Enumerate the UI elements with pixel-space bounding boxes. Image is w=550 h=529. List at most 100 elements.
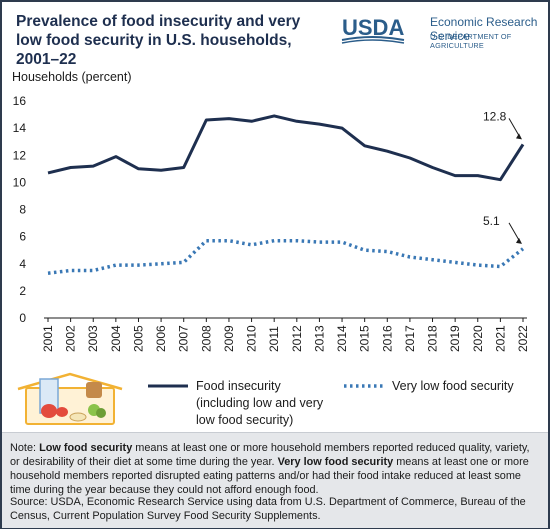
data-point (296, 239, 298, 241)
x-tick-label: 2003 (86, 325, 100, 352)
data-point (69, 269, 71, 271)
y-axis-label: Households (percent) (12, 70, 132, 84)
x-tick-label: 2021 (493, 325, 507, 352)
x-tick-label: 2022 (516, 325, 530, 352)
x-tick-label: 2012 (290, 325, 304, 352)
svg-text:USDA: USDA (342, 15, 404, 40)
annotation-leader (508, 118, 521, 138)
usda-logo: USDA (341, 15, 404, 44)
data-point (205, 119, 207, 121)
data-point (431, 166, 433, 168)
x-tick-label: 2002 (64, 325, 78, 352)
data-point (137, 168, 139, 170)
source-text: Source: USDA, Economic Research Service … (10, 496, 526, 522)
data-point (477, 174, 479, 176)
notes-panel: Note: Low food security means at least o… (2, 432, 548, 528)
x-tick-label: 2001 (41, 325, 55, 352)
y-tick-label: 0 (19, 311, 26, 325)
chart-title: Prevalence of food insecurity and very l… (16, 13, 301, 68)
x-tick-label: 2016 (380, 325, 394, 352)
y-tick-label: 16 (13, 94, 27, 108)
data-point (477, 264, 479, 266)
data-point (160, 263, 162, 265)
y-tick-label: 10 (13, 175, 27, 189)
legend-food-insecurity: Food insecurity (including low and very … (196, 379, 324, 427)
x-axis: 2001 2002 2003 2004 2005 2006 2007 2008 2009 2010… (41, 317, 530, 352)
y-tick-label: 4 (19, 257, 26, 271)
data-point (137, 264, 139, 266)
data-point (341, 241, 343, 243)
data-point (92, 269, 94, 271)
annotation-leader (508, 222, 521, 243)
data-point (250, 120, 252, 122)
data-point (115, 264, 117, 266)
chart-series (47, 114, 525, 275)
x-tick-label: 2004 (109, 325, 123, 352)
data-point (454, 261, 456, 263)
x-tick-label: 2013 (312, 325, 326, 352)
y-tick-label: 14 (13, 121, 27, 135)
data-point (296, 120, 298, 122)
annotation-arrowhead (516, 237, 522, 244)
x-tick-label: 2006 (154, 325, 168, 352)
x-tick-label: 2017 (403, 325, 417, 352)
data-point (454, 174, 456, 176)
data-point (522, 248, 524, 250)
data-point (273, 239, 275, 241)
data-point (318, 241, 320, 243)
y-axis-ticks: 0 2 4 6 8 10 12 14 16 (13, 94, 27, 325)
chart-annotations: 12.8 5.1 (483, 109, 522, 244)
y-tick-label: 2 (19, 284, 26, 298)
data-point (47, 172, 49, 174)
x-tick-label: 2014 (335, 325, 349, 352)
data-point (386, 150, 388, 152)
food-basket-icon (17, 372, 123, 425)
very-low-term: Very low food security (277, 456, 394, 468)
agency-name: Economic Research Service (430, 15, 538, 43)
data-point (386, 250, 388, 252)
y-tick-label: 8 (19, 203, 26, 217)
x-tick-label: 2020 (471, 325, 485, 352)
data-point (250, 244, 252, 246)
x-tick-label: 2015 (358, 325, 372, 352)
data-point (341, 127, 343, 129)
data-point (92, 165, 94, 167)
annotation-label: 12.8 (483, 109, 507, 123)
series-food-insecurity (47, 114, 525, 182)
data-point (160, 169, 162, 171)
x-tick-label: 2018 (426, 325, 440, 352)
data-point (409, 157, 411, 159)
x-tick-label: 2011 (267, 326, 281, 352)
data-point (69, 166, 71, 168)
data-point (183, 166, 185, 168)
low-term: Low food security (39, 442, 133, 454)
data-point (47, 272, 49, 274)
annotation-label: 5.1 (483, 214, 500, 228)
data-point (115, 155, 117, 157)
legend-very-low: Very low food security (392, 379, 514, 393)
x-tick-label: 2009 (222, 325, 236, 352)
data-point (522, 143, 524, 145)
data-point (273, 115, 275, 117)
annotation-arrowhead (516, 133, 522, 140)
department-name: U.S. DEPARTMENT OF AGRICULTURE (430, 32, 512, 50)
x-tick-label: 2007 (177, 325, 191, 352)
y-tick-label: 12 (13, 148, 27, 162)
data-point (183, 261, 185, 263)
x-tick-label: 2019 (448, 325, 462, 352)
data-point (205, 239, 207, 241)
data-point (363, 145, 365, 147)
data-point (499, 178, 501, 180)
data-point (228, 117, 230, 119)
x-tick-label: 2010 (245, 325, 259, 352)
data-point (499, 265, 501, 267)
series-very-low-food-security (47, 238, 525, 275)
data-point (363, 249, 365, 251)
data-point (431, 258, 433, 260)
note-text: Note: Low food security means at least o… (10, 442, 530, 496)
data-point (318, 123, 320, 125)
data-point (228, 239, 230, 241)
x-tick-label: 2008 (199, 325, 213, 352)
